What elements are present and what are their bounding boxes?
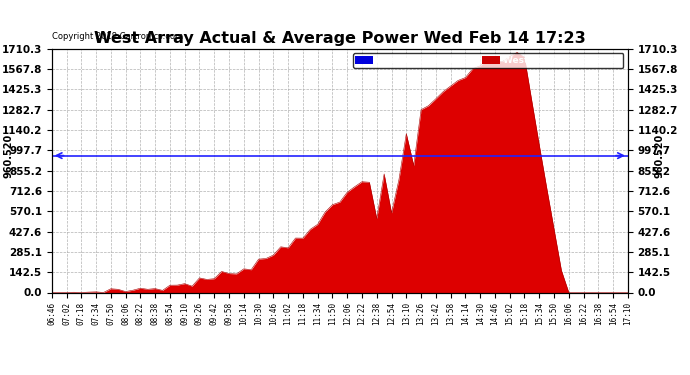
Text: 960.520: 960.520 xyxy=(3,134,14,178)
Text: Copyright 2018 Cartronics.com: Copyright 2018 Cartronics.com xyxy=(52,32,183,41)
Legend: Average  (DC Watts), West Array  (DC Watts): Average (DC Watts), West Array (DC Watts… xyxy=(353,53,623,68)
Title: West Array Actual & Average Power Wed Feb 14 17:23: West Array Actual & Average Power Wed Fe… xyxy=(94,31,586,46)
Text: 960.520: 960.520 xyxy=(655,134,664,178)
